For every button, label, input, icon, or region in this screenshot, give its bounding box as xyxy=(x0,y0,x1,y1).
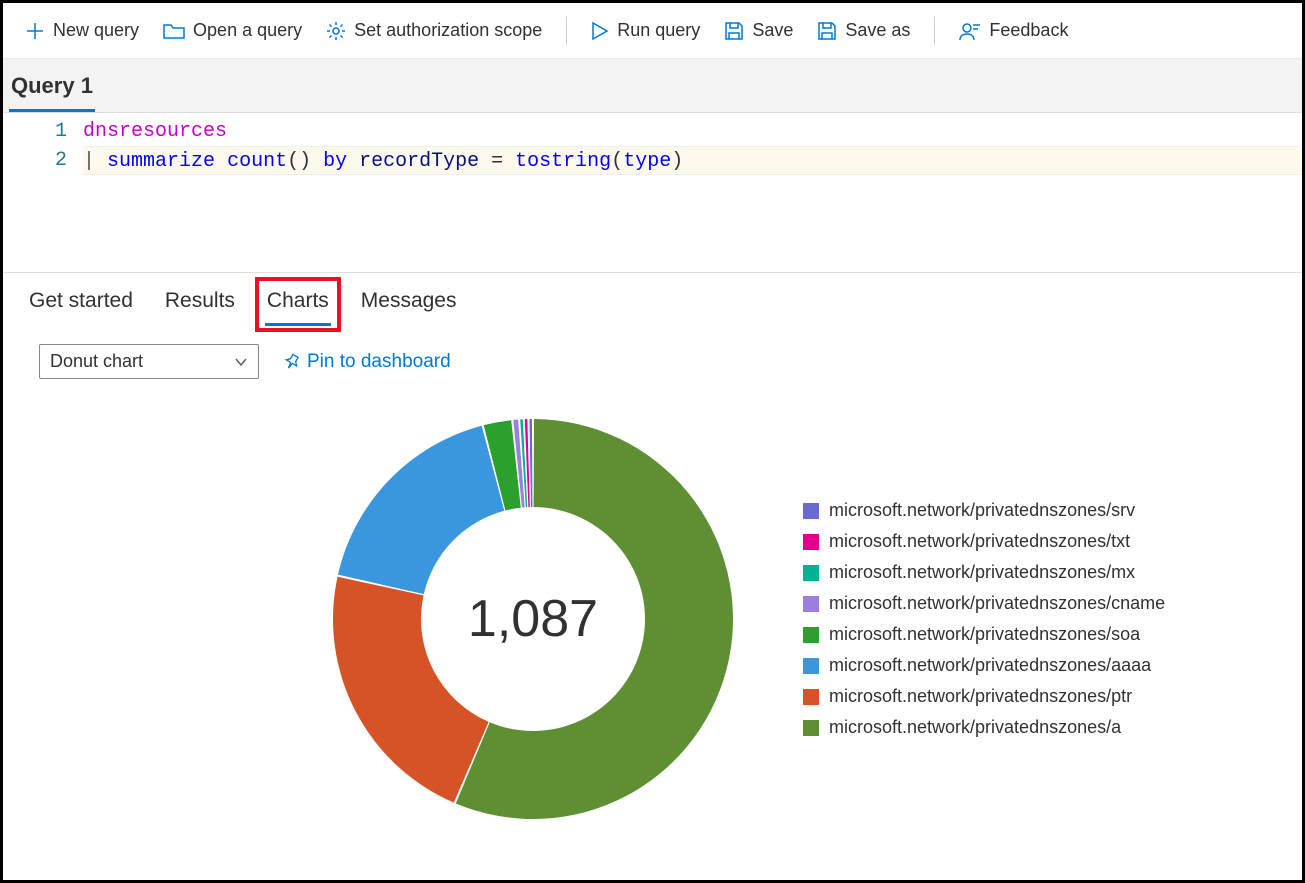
set-scope-button[interactable]: Set authorization scope xyxy=(316,14,552,47)
legend-swatch xyxy=(803,720,819,736)
line-number: 2 xyxy=(7,146,67,175)
pin-to-dashboard-link[interactable]: Pin to dashboard xyxy=(283,351,451,373)
legend-swatch xyxy=(803,689,819,705)
legend-swatch xyxy=(803,503,819,519)
legend-label: microsoft.network/privatednszones/cname xyxy=(829,593,1165,614)
line-number: 1 xyxy=(7,117,67,146)
legend-label: microsoft.network/privatednszones/a xyxy=(829,717,1121,738)
legend-label: microsoft.network/privatednszones/soa xyxy=(829,624,1140,645)
donut-slice[interactable] xyxy=(338,426,504,594)
feedback-icon xyxy=(959,21,981,41)
new-query-label: New query xyxy=(53,20,139,41)
feedback-button[interactable]: Feedback xyxy=(949,14,1078,47)
toolbar-separator xyxy=(934,17,935,45)
legend-item[interactable]: microsoft.network/privatednszones/ptr xyxy=(803,681,1165,712)
chart-type-value: Donut chart xyxy=(50,351,143,372)
code-line: dnsresources xyxy=(83,117,1302,146)
editor-code[interactable]: dnsresources | summarize count() by reco… xyxy=(83,113,1302,272)
legend-item[interactable]: microsoft.network/privatednszones/srv xyxy=(803,495,1165,526)
tab-messages[interactable]: Messages xyxy=(359,283,459,326)
legend-swatch xyxy=(803,534,819,550)
editor-gutter: 1 2 xyxy=(3,113,83,272)
new-query-button[interactable]: New query xyxy=(15,14,149,47)
open-query-label: Open a query xyxy=(193,20,302,41)
save-as-button[interactable]: Save as xyxy=(807,14,920,47)
save-as-icon xyxy=(817,21,837,41)
run-query-button[interactable]: Run query xyxy=(581,14,710,47)
legend-label: microsoft.network/privatednszones/aaaa xyxy=(829,655,1151,676)
tab-charts[interactable]: Charts xyxy=(265,283,331,326)
legend-label: microsoft.network/privatednszones/srv xyxy=(829,500,1135,521)
legend-swatch xyxy=(803,596,819,612)
play-icon xyxy=(591,21,609,41)
donut-slice[interactable] xyxy=(333,577,489,803)
toolbar-separator xyxy=(566,17,567,45)
open-query-button[interactable]: Open a query xyxy=(153,14,312,47)
chart-type-select[interactable]: Donut chart xyxy=(39,344,259,379)
legend-swatch xyxy=(803,658,819,674)
legend-label: microsoft.network/privatednszones/mx xyxy=(829,562,1135,583)
pin-icon xyxy=(283,353,301,371)
donut-center-label: 1,087 xyxy=(468,589,598,649)
donut-chart: 1,087 xyxy=(333,419,733,819)
legend-item[interactable]: microsoft.network/privatednszones/mx xyxy=(803,557,1165,588)
legend-item[interactable]: microsoft.network/privatednszones/a xyxy=(803,712,1165,743)
code-line: | summarize count() by recordType = tost… xyxy=(83,146,1302,175)
legend-label: microsoft.network/privatednszones/txt xyxy=(829,531,1130,552)
chart-legend: microsoft.network/privatednszones/srv mic… xyxy=(803,495,1165,743)
folder-open-icon xyxy=(163,21,185,41)
legend-swatch xyxy=(803,565,819,581)
query-tab-row: Query 1 xyxy=(3,59,1302,113)
toolbar: New query Open a query Set authorization… xyxy=(3,3,1302,59)
pin-label: Pin to dashboard xyxy=(307,351,451,373)
feedback-label: Feedback xyxy=(989,20,1068,41)
tab-results[interactable]: Results xyxy=(163,283,237,326)
legend-label: microsoft.network/privatednszones/ptr xyxy=(829,686,1132,707)
save-button[interactable]: Save xyxy=(714,14,803,47)
save-as-label: Save as xyxy=(845,20,910,41)
legend-item[interactable]: microsoft.network/privatednszones/aaaa xyxy=(803,650,1165,681)
gear-icon xyxy=(326,21,346,41)
query-tab[interactable]: Query 1 xyxy=(9,67,95,112)
run-query-label: Run query xyxy=(617,20,700,41)
donut-slice[interactable] xyxy=(529,419,532,507)
legend-swatch xyxy=(803,627,819,643)
tab-get-started[interactable]: Get started xyxy=(27,283,135,326)
legend-item[interactable]: microsoft.network/privatednszones/txt xyxy=(803,526,1165,557)
chevron-down-icon xyxy=(234,355,248,369)
result-tabs: Get started Results Charts Messages xyxy=(3,273,1302,326)
chart-area: 1,087 microsoft.network/privatednszones/… xyxy=(3,379,1302,819)
highlight-box: Charts xyxy=(255,277,341,332)
legend-item[interactable]: microsoft.network/privatednszones/cname xyxy=(803,588,1165,619)
save-label: Save xyxy=(752,20,793,41)
legend-item[interactable]: microsoft.network/privatednszones/soa xyxy=(803,619,1165,650)
query-editor[interactable]: 1 2 dnsresources | summarize count() by … xyxy=(3,113,1302,273)
set-scope-label: Set authorization scope xyxy=(354,20,542,41)
chart-controls: Donut chart Pin to dashboard xyxy=(3,326,1302,379)
save-icon xyxy=(724,21,744,41)
plus-icon xyxy=(25,21,45,41)
